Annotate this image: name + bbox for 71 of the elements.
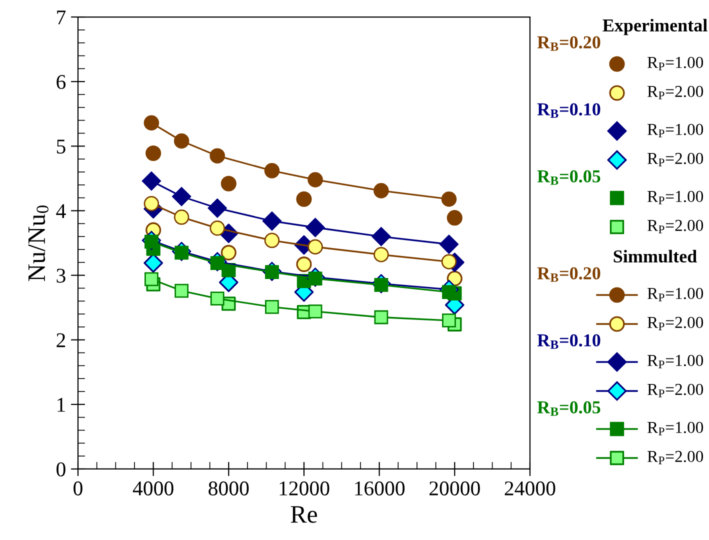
y-tick-label: 5 <box>56 140 66 154</box>
legend-label: R$_{P}$=1.00 <box>647 354 704 368</box>
point <box>372 227 391 246</box>
y-tick-label: 2 <box>56 333 66 348</box>
text: Simmulted <box>614 250 697 263</box>
point <box>210 220 225 236</box>
text: R$_{B}$=0.20 <box>537 36 600 51</box>
y-tick-label: 0 <box>56 462 66 476</box>
point <box>144 196 160 212</box>
y-tick-label: 4 <box>56 204 66 218</box>
point <box>220 244 236 260</box>
point <box>208 198 227 218</box>
legend-label: R$_{P}$=1.00 <box>647 288 704 302</box>
legend-label: R$_{P}$=2.00 <box>647 220 704 234</box>
point <box>308 172 323 188</box>
text: R$_{B}$=0.05 <box>537 401 600 416</box>
point <box>172 186 192 206</box>
point <box>446 210 462 226</box>
legend-label: R$_{P}$=2.00 <box>647 152 704 166</box>
x-axis-title: Re <box>290 506 317 523</box>
text: R$_{B}$=0.10 <box>537 334 600 349</box>
point <box>308 304 322 318</box>
x-tick-label: 8000 <box>208 481 249 496</box>
point <box>210 148 225 164</box>
legend-label: R$_{P}$=2.00 <box>647 384 704 398</box>
point <box>308 239 323 255</box>
point <box>262 212 282 231</box>
point <box>439 234 459 254</box>
legend-label: R$_{P}$=1.00 <box>647 124 704 138</box>
point <box>146 145 162 162</box>
point <box>374 310 388 324</box>
point <box>306 218 325 238</box>
point <box>264 163 280 178</box>
x-tick-label: 4000 <box>132 481 174 496</box>
legend-label: R$_{P}$=1.00 <box>647 56 704 70</box>
y-tick-label: 3 <box>56 268 66 283</box>
point <box>441 191 457 207</box>
point <box>442 314 456 328</box>
point <box>264 232 280 248</box>
point <box>296 191 312 207</box>
point <box>374 183 389 198</box>
legend-label: R$_{P}$=1.00 <box>647 422 704 436</box>
point <box>174 284 189 298</box>
legend-label: R$_{P}$=2.00 <box>647 86 704 100</box>
legend-label: R$_{P}$=1.00 <box>647 190 704 204</box>
text: R$_{B}$=0.20 <box>537 267 600 282</box>
x-tick-label: 20000 <box>430 481 480 496</box>
legend-label: R$_{P}$=2.00 <box>647 450 704 464</box>
x-tick-label: 16000 <box>355 481 405 496</box>
point <box>296 256 312 272</box>
point <box>220 176 236 192</box>
x-tick-label: 0 <box>74 481 82 496</box>
y-axis-title: Nu/Nu$_{0}$ <box>28 206 48 282</box>
text: R$_{B}$=0.10 <box>537 103 600 118</box>
point <box>374 246 389 262</box>
legend-label: R$_{P}$=2.00 <box>647 316 704 330</box>
point <box>144 272 158 286</box>
x-tick-label: 24000 <box>504 481 556 496</box>
point <box>174 133 190 149</box>
point <box>210 292 224 306</box>
point <box>441 254 457 270</box>
point <box>144 115 160 131</box>
text: R$_{B}$=0.05 <box>537 170 600 185</box>
x-tick-label: 12000 <box>280 481 330 496</box>
point <box>174 210 190 225</box>
y-tick-label: 6 <box>56 75 66 90</box>
point <box>265 300 279 314</box>
y-tick-label: 7 <box>57 10 66 24</box>
text: Experimental <box>602 18 708 36</box>
y-tick-label: 1 <box>58 398 65 412</box>
point <box>142 171 161 191</box>
